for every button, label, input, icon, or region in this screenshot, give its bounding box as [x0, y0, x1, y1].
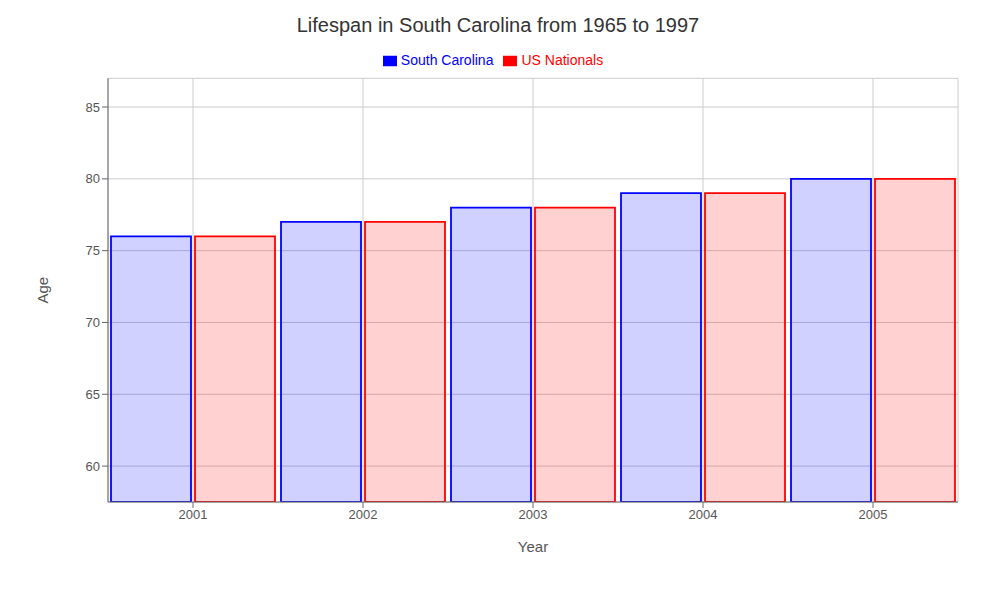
svg-text:Year: Year	[518, 538, 548, 555]
html-text:US Nationals: US Nationals	[521, 52, 604, 68]
svg-text:85: 85	[86, 100, 100, 115]
svg-text:60: 60	[86, 459, 100, 474]
svg-text:2003: 2003	[519, 507, 548, 522]
svg-text:2001: 2001	[179, 507, 208, 522]
svg-text:2005: 2005	[859, 507, 888, 522]
svg-text:80: 80	[86, 171, 100, 186]
svg-text:Age: Age	[34, 277, 51, 304]
svg-text:65: 65	[86, 387, 100, 402]
svg-text:2002: 2002	[349, 507, 378, 522]
svg-text:70: 70	[86, 315, 100, 330]
svg-text:75: 75	[86, 243, 100, 258]
html-text:Lifespan in South Carolina fro: Lifespan in South Carolina from 1965 to …	[296, 14, 700, 36]
svg-text:2004: 2004	[689, 507, 718, 522]
html-text:South Carolina: South Carolina	[400, 52, 494, 68]
